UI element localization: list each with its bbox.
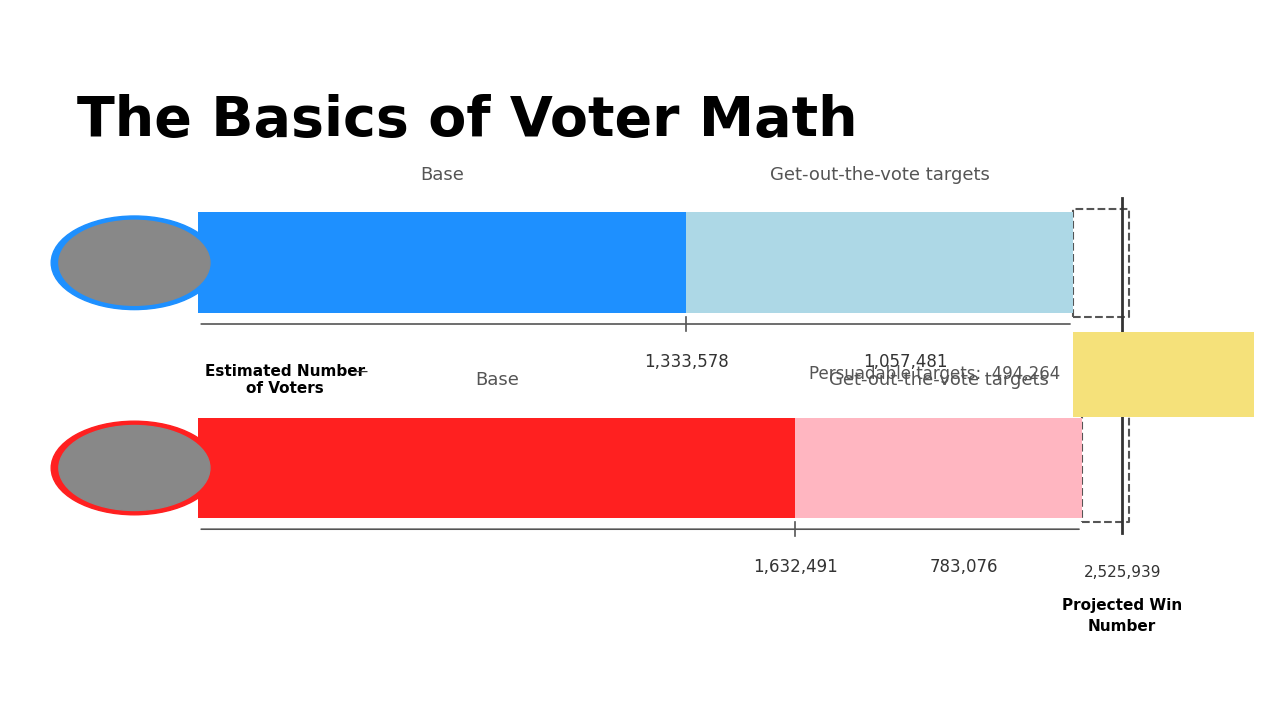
Text: Get-out-the-vote targets: Get-out-the-vote targets — [769, 166, 989, 184]
Text: 783,076: 783,076 — [931, 558, 998, 576]
Text: Base: Base — [475, 371, 518, 389]
Text: Get-out-the-vote targets: Get-out-the-vote targets — [828, 371, 1048, 389]
Text: Number: Number — [1088, 619, 1156, 634]
Text: 1,057,481: 1,057,481 — [863, 353, 947, 371]
Text: 1,333,578: 1,333,578 — [644, 353, 728, 371]
Text: Projected Win: Projected Win — [1062, 598, 1183, 613]
Text: 2,525,939: 2,525,939 — [1083, 565, 1161, 580]
Text: Estimated Number
of Voters: Estimated Number of Voters — [205, 364, 365, 396]
Text: Persuadable targets:  494,264: Persuadable targets: 494,264 — [809, 366, 1060, 383]
Text: The Basics of Voter Math: The Basics of Voter Math — [77, 94, 858, 148]
Text: 1,632,491: 1,632,491 — [753, 558, 838, 576]
Text: Base: Base — [420, 166, 465, 184]
Text: —: — — [352, 364, 367, 379]
